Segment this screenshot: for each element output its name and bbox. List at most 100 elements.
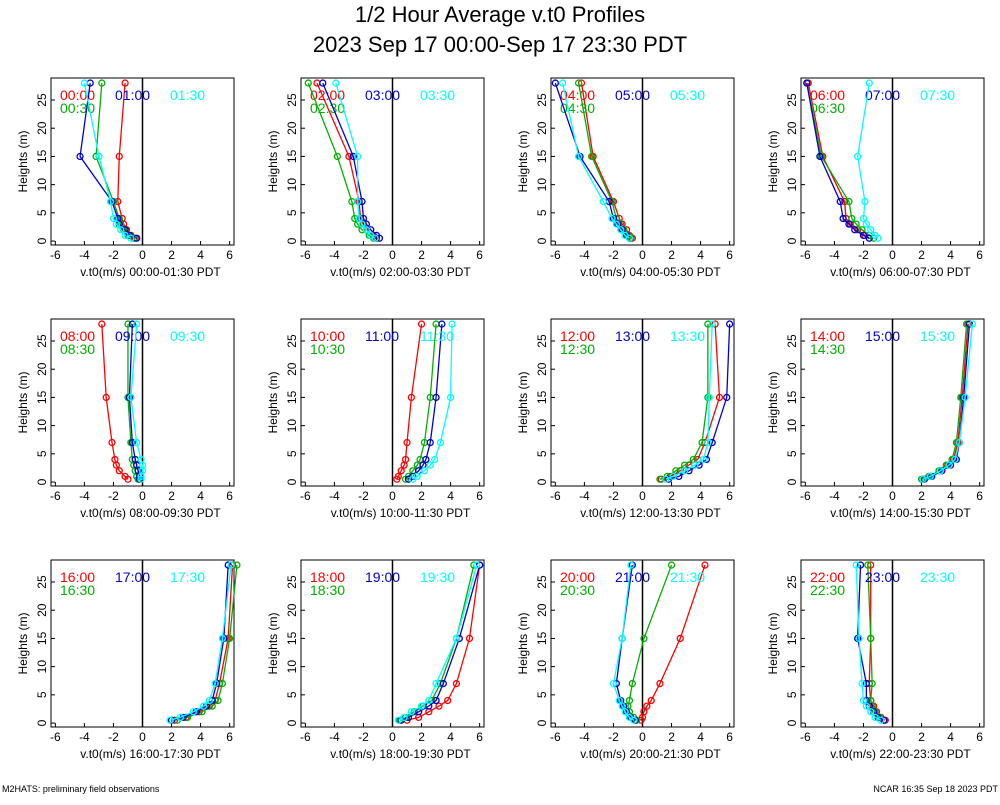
- x-axis-label: v.t0(m/s) 20:00-21:30 PDT: [580, 747, 721, 761]
- profile-point: [618, 634, 626, 643]
- profile-point: [867, 708, 875, 716]
- legend-entry: 03:00: [365, 87, 400, 103]
- x-axis-label: v.t0(m/s) 22:00-23:30 PDT: [830, 747, 971, 761]
- y-tick-label: 0: [785, 478, 799, 485]
- profile-point: [867, 634, 875, 643]
- y-tick-label: 10: [35, 660, 49, 674]
- y-tick-label: 0: [35, 237, 49, 244]
- legend-entry: 09:00: [115, 328, 150, 344]
- profile-line: [922, 324, 969, 480]
- profile-point: [403, 438, 411, 447]
- y-tick-label: 15: [785, 390, 799, 404]
- y-tick-label: 20: [785, 362, 799, 376]
- profile-point: [618, 702, 626, 710]
- y-tick-label: 5: [285, 450, 299, 457]
- profile-point: [176, 713, 184, 722]
- x-tick-label: -4: [579, 730, 590, 744]
- legend-entry: 15:30: [920, 328, 955, 344]
- profile-line: [95, 83, 135, 239]
- legend-entry: 18:00: [310, 569, 345, 585]
- y-tick-label: 5: [785, 691, 799, 698]
- x-tick-label: -4: [79, 248, 90, 262]
- profile-point: [723, 393, 731, 402]
- y-tick-label: 25: [285, 93, 299, 107]
- profile-point: [865, 79, 873, 87]
- profile-point: [473, 561, 481, 569]
- profile-point: [955, 438, 963, 447]
- y-axis-label: Heights (m): [516, 612, 530, 674]
- x-tick-label: -4: [79, 489, 90, 503]
- y-tick-label: 0: [35, 719, 49, 726]
- y-tick-label: 20: [285, 121, 299, 135]
- y-tick-label: 10: [535, 419, 549, 433]
- profile-point: [861, 197, 869, 206]
- y-tick-label: 20: [535, 603, 549, 617]
- x-axis-label: v.t0(m/s) 14:00-15:30 PDT: [830, 506, 971, 520]
- profile-point: [858, 679, 866, 688]
- legend-entry: 19:00: [365, 569, 400, 585]
- y-tick-label: 0: [785, 237, 799, 244]
- profile-point: [862, 679, 871, 688]
- profile-point: [465, 634, 474, 643]
- profile-line: [665, 324, 713, 480]
- x-tick-label: 0: [639, 248, 646, 262]
- panel: -6 -4 -2 0 2 4 6 0 5 10 15 20 25 v.t0(m/s) 08:00-09:3…: [16, 318, 235, 520]
- profile-line: [659, 324, 709, 480]
- profile-point: [640, 634, 648, 643]
- profile-point: [859, 231, 868, 240]
- profile-line: [856, 82, 879, 239]
- x-tick-label: 0: [139, 248, 146, 262]
- y-tick-label: 25: [35, 93, 49, 107]
- profile-point: [708, 320, 716, 328]
- profile-point: [574, 79, 583, 87]
- profile-point: [961, 393, 969, 402]
- x-tick-label: -4: [329, 248, 340, 262]
- profile-point: [877, 716, 885, 724]
- profile-point: [558, 79, 567, 87]
- profile-point: [667, 561, 676, 569]
- legend-entry: 12:30: [560, 341, 595, 357]
- profile-point: [816, 152, 824, 161]
- y-tick-label: 15: [785, 631, 799, 645]
- profile-point: [199, 702, 208, 710]
- profile-point: [121, 231, 129, 240]
- profile-point: [304, 79, 312, 87]
- y-tick-label: 10: [35, 178, 49, 192]
- profile-point: [166, 716, 174, 724]
- profile-point: [98, 320, 106, 328]
- y-tick-label: 25: [35, 334, 49, 348]
- y-tick-label: 5: [785, 209, 799, 216]
- x-tick-label: -6: [50, 248, 61, 262]
- y-tick-label: 5: [535, 450, 549, 457]
- x-tick-label: -6: [300, 248, 311, 262]
- x-tick-label: 6: [976, 730, 983, 744]
- x-tick-label: -4: [579, 489, 590, 503]
- x-tick-label: -4: [829, 248, 840, 262]
- y-tick-label: 0: [785, 719, 799, 726]
- profile-point: [109, 214, 118, 223]
- x-axis-label: v.t0(m/s) 08:00-09:30 PDT: [80, 506, 221, 520]
- profile-point: [137, 455, 145, 464]
- y-tick-label: 0: [285, 478, 299, 485]
- legend-entry: 05:30: [670, 87, 705, 103]
- y-tick-label: 25: [785, 575, 799, 589]
- profile-point: [968, 320, 977, 328]
- x-tick-label: 6: [476, 489, 483, 503]
- profile-point: [803, 79, 811, 87]
- profile-point: [705, 393, 713, 402]
- profile-point: [121, 79, 129, 87]
- profile-point: [432, 696, 440, 705]
- y-tick-label: 5: [785, 450, 799, 457]
- x-tick-label: 2: [168, 730, 175, 744]
- profile-point: [845, 197, 853, 206]
- x-tick-label: 4: [447, 489, 454, 503]
- profile-point: [609, 679, 618, 688]
- profile-point: [865, 234, 873, 242]
- profile-point: [117, 226, 125, 234]
- profile-point: [430, 455, 439, 464]
- x-tick-label: -2: [358, 730, 369, 744]
- x-tick-label: -6: [300, 730, 311, 744]
- x-axis-label: v.t0(m/s) 00:00-01:30 PDT: [80, 265, 221, 279]
- y-tick-label: 0: [535, 237, 549, 244]
